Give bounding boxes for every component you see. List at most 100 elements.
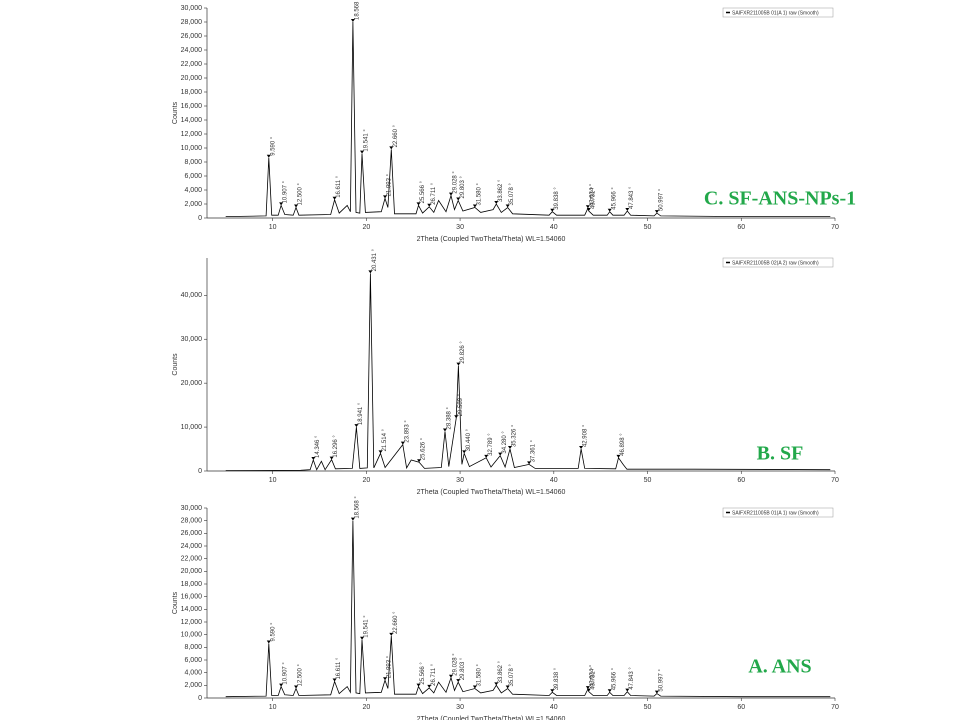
peak-marker (456, 362, 461, 366)
peak-marker (625, 688, 630, 692)
peak-marker (383, 677, 388, 681)
peak-marker (294, 204, 299, 208)
peak-marker (550, 689, 555, 693)
peak-label: 26.711 ° (431, 663, 437, 686)
y-axis-label: Counts (172, 101, 179, 124)
peak-marker (360, 150, 365, 154)
peak-label: 25.566 ° (420, 180, 426, 203)
y-tick-label: 10,000 (181, 424, 203, 431)
x-tick-label: 30 (456, 224, 464, 231)
y-tick-label: 20,000 (181, 568, 203, 575)
legend-box (722, 507, 834, 518)
y-tick-label: 26,000 (181, 33, 203, 40)
x-tick-label: 30 (456, 704, 464, 711)
peak-label: 23.893 ° (404, 420, 410, 443)
peak-marker (442, 428, 447, 432)
peak-marker (389, 632, 394, 636)
y-tick-label: 24,000 (181, 47, 203, 54)
y-tick-label: 40,000 (181, 292, 203, 299)
peak-marker (311, 457, 316, 461)
peak-marker (654, 690, 659, 694)
y-tick-label: 20,000 (181, 75, 203, 82)
y-tick-label: 28,000 (181, 19, 203, 26)
peak-marker (550, 208, 555, 212)
peak-label: 50.997 ° (658, 188, 664, 211)
peak-marker (484, 454, 489, 458)
peak-label: 18.568 ° (354, 496, 360, 519)
peak-label: 43.731 ° (590, 186, 596, 209)
y-tick-label: 30,000 (181, 336, 203, 343)
peak-marker (448, 192, 453, 196)
peak-label: 18.941 ° (358, 402, 364, 425)
peak-marker (266, 640, 271, 644)
peak-marker (416, 683, 421, 687)
peak-marker (350, 19, 355, 22)
x-tick-label: 50 (644, 477, 652, 484)
peak-marker (279, 683, 284, 687)
peak-marker (329, 456, 334, 460)
x-tick-label: 60 (737, 224, 745, 231)
peak-marker (579, 446, 584, 450)
peak-marker (505, 685, 510, 689)
y-tick-label: 2,000 (184, 201, 202, 208)
x-tick-label: 30 (456, 477, 464, 484)
y-tick-label: 30,000 (181, 5, 203, 12)
peak-label: 43.731 ° (590, 667, 596, 690)
y-tick-label: 6,000 (184, 657, 202, 664)
x-tick-label: 70 (831, 224, 839, 231)
y-tick-label: 10,000 (181, 145, 203, 152)
peak-marker (266, 154, 271, 158)
peak-label: 50.997 ° (658, 669, 664, 692)
peak-label: 29.803 ° (460, 175, 466, 198)
y-tick-label: 12,000 (181, 131, 203, 138)
peak-marker (354, 424, 359, 428)
y-tick-label: 12,000 (181, 619, 203, 626)
legend-box (722, 257, 834, 268)
peak-label: 28.388 ° (447, 406, 453, 429)
peak-label: 18.568 ° (354, 0, 360, 20)
legend-box (722, 7, 834, 18)
peak-label: 31.580 ° (476, 663, 482, 686)
peak-marker (279, 202, 284, 206)
legend-entry: SAIFXR211005B 01(A 1) raw (Smooth) (732, 510, 819, 516)
y-tick-label: 22,000 (181, 61, 203, 68)
peak-label: 19.541 ° (364, 129, 370, 152)
y-tick-label: 10,000 (181, 632, 203, 639)
y-tick-label: 4,000 (184, 187, 202, 194)
peak-marker (383, 195, 388, 199)
y-tick-label: 2,000 (184, 682, 202, 689)
y-tick-label: 24,000 (181, 543, 203, 550)
peak-marker (607, 689, 612, 693)
x-tick-label: 20 (362, 477, 370, 484)
x-tick-label: 60 (737, 477, 745, 484)
peak-marker (456, 197, 461, 201)
x-tick-label: 10 (269, 704, 277, 711)
x-tick-label: 10 (269, 477, 277, 484)
x-tick-label: 50 (644, 704, 652, 711)
y-tick-label: 14,000 (181, 117, 203, 124)
y-tick-label: 16,000 (181, 103, 203, 110)
peak-label: 12.500 ° (298, 663, 304, 686)
peak-label: 45.966 ° (611, 667, 617, 690)
peak-label: 42.908 ° (583, 424, 589, 447)
y-tick-label: 0 (198, 468, 202, 475)
peak-label: 25.566 ° (420, 662, 426, 685)
peak-label: 39.838 ° (554, 187, 560, 210)
x-axis-label: 2Theta (Coupled TwoTheta/Theta) WL=1.540… (417, 236, 566, 243)
peak-label: 29.028 ° (453, 171, 459, 194)
peak-marker (448, 674, 453, 678)
peak-marker (654, 210, 659, 214)
peak-label: 35.078 ° (509, 182, 515, 205)
x-tick-label: 20 (362, 704, 370, 711)
y-tick-label: 18,000 (181, 581, 203, 588)
peak-label: 14.346 ° (315, 435, 321, 458)
peak-label: 29.028 ° (453, 653, 459, 676)
peak-marker (507, 446, 512, 450)
peak-label: 35.078 ° (509, 663, 515, 686)
peak-marker (586, 208, 591, 211)
y-axis-label: Counts (172, 591, 179, 614)
x-tick-label: 70 (831, 477, 839, 484)
peak-label: 32.789 ° (488, 433, 494, 456)
peak-label: 29.826 ° (460, 341, 466, 364)
